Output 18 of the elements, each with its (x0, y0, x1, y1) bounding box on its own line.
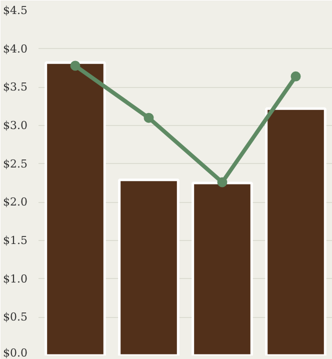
y-tick-label: $4.0 (3, 42, 28, 56)
y-tick-label: $0.5 (3, 310, 28, 324)
bar (192, 182, 253, 356)
point (70, 60, 80, 71)
y-tick-label: $3.5 (3, 80, 28, 94)
y-tick-label: $0.0 (3, 346, 28, 359)
y-tick-label: $1.5 (3, 234, 28, 247)
bar (118, 178, 180, 356)
bar (44, 61, 106, 356)
y-tick-label: $1.0 (3, 272, 28, 286)
point (144, 112, 154, 123)
point (290, 71, 301, 82)
y-tick-label: $4.5 (3, 4, 28, 17)
point (217, 177, 228, 188)
y-tick-label: $3.0 (3, 119, 28, 132)
y-tick-label: $2.5 (3, 157, 28, 170)
y-tick-label: $2.0 (3, 196, 28, 209)
bar (265, 107, 326, 356)
